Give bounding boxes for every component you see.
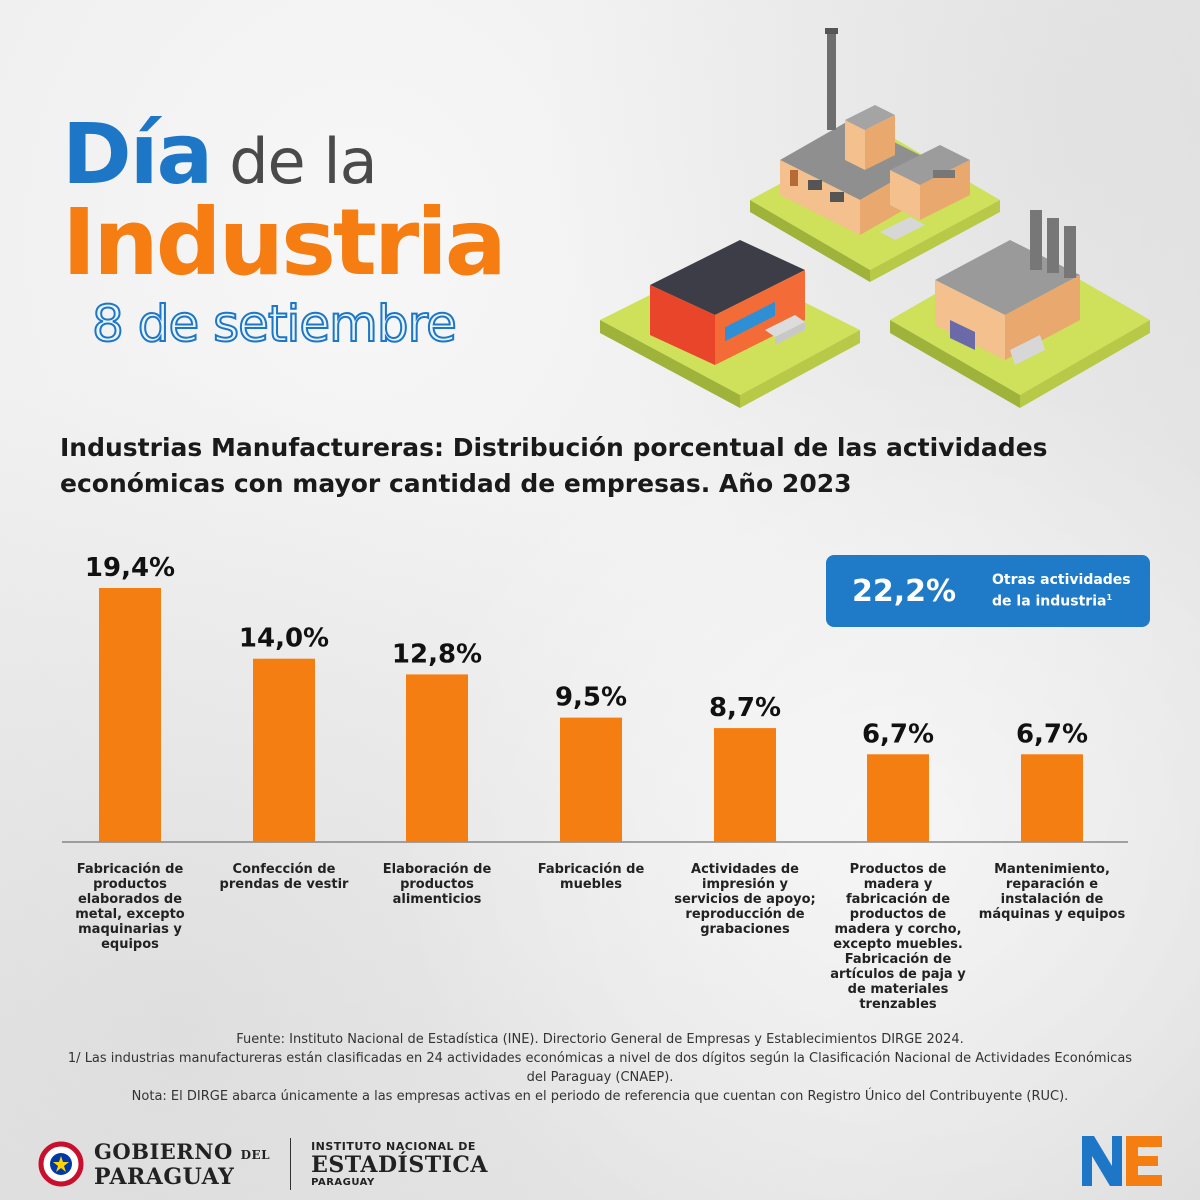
- gov-gobierno: GOBIERNO: [94, 1138, 233, 1164]
- paraguay-seal-icon: [38, 1141, 84, 1187]
- other-activities-callout: 22,2% Otras actividades de la industria1: [826, 555, 1150, 627]
- hero-dela: de la: [229, 125, 377, 198]
- hero-title: Día de la Industria 8 de setiembre: [62, 105, 582, 354]
- factories-illustration: [600, 28, 1150, 408]
- callout-label: Otras actividades de la industria1: [992, 572, 1142, 611]
- ine-line3: PARAGUAY: [311, 1177, 375, 1188]
- hero-dia: Día: [62, 105, 213, 203]
- gobierno-paraguay-logo: GOBIERNO DEL PARAGUAY INSTITUTO NACIONAL…: [38, 1138, 488, 1190]
- shop-building-icon: [600, 240, 860, 408]
- hero-line1: Día de la: [62, 105, 582, 203]
- hero-date: 8 de setiembre: [91, 294, 458, 354]
- factory-large-icon: [750, 28, 1000, 282]
- footnote-1: 1/ Las industrias manufactureras están c…: [67, 1051, 1133, 1085]
- ne-logo-icon: [1082, 1136, 1162, 1186]
- chart-title: Industrias Manufactureras: Distribución …: [60, 433, 1048, 498]
- hero-industria: Industria: [62, 189, 507, 296]
- gov-del: DEL: [240, 1147, 271, 1162]
- source-notes: Fuente: Instituto Nacional de Estadístic…: [60, 1030, 1140, 1106]
- ine-text: INSTITUTO NACIONAL DE ESTADÍSTICA PARAGU…: [311, 1140, 488, 1188]
- callout-footnote-marker: 1: [1106, 592, 1113, 602]
- dirge-note: Nota: El DIRGE abarca únicamente a las e…: [131, 1089, 1069, 1104]
- gov-line1: GOBIERNO DEL: [94, 1138, 271, 1166]
- gov-text: GOBIERNO DEL PARAGUAY: [94, 1138, 271, 1190]
- ine-line2: ESTADÍSTICA: [311, 1152, 488, 1178]
- logo-divider: [290, 1138, 292, 1190]
- source-note: Fuente: Instituto Nacional de Estadístic…: [236, 1032, 964, 1047]
- ine-line1: INSTITUTO NACIONAL DE: [311, 1140, 476, 1153]
- gov-line2: PARAGUAY: [94, 1163, 235, 1190]
- callout-label-text: Otras actividades de la industria: [992, 571, 1131, 610]
- callout-value: 22,2%: [852, 573, 957, 609]
- factory-small-icon: [890, 210, 1150, 408]
